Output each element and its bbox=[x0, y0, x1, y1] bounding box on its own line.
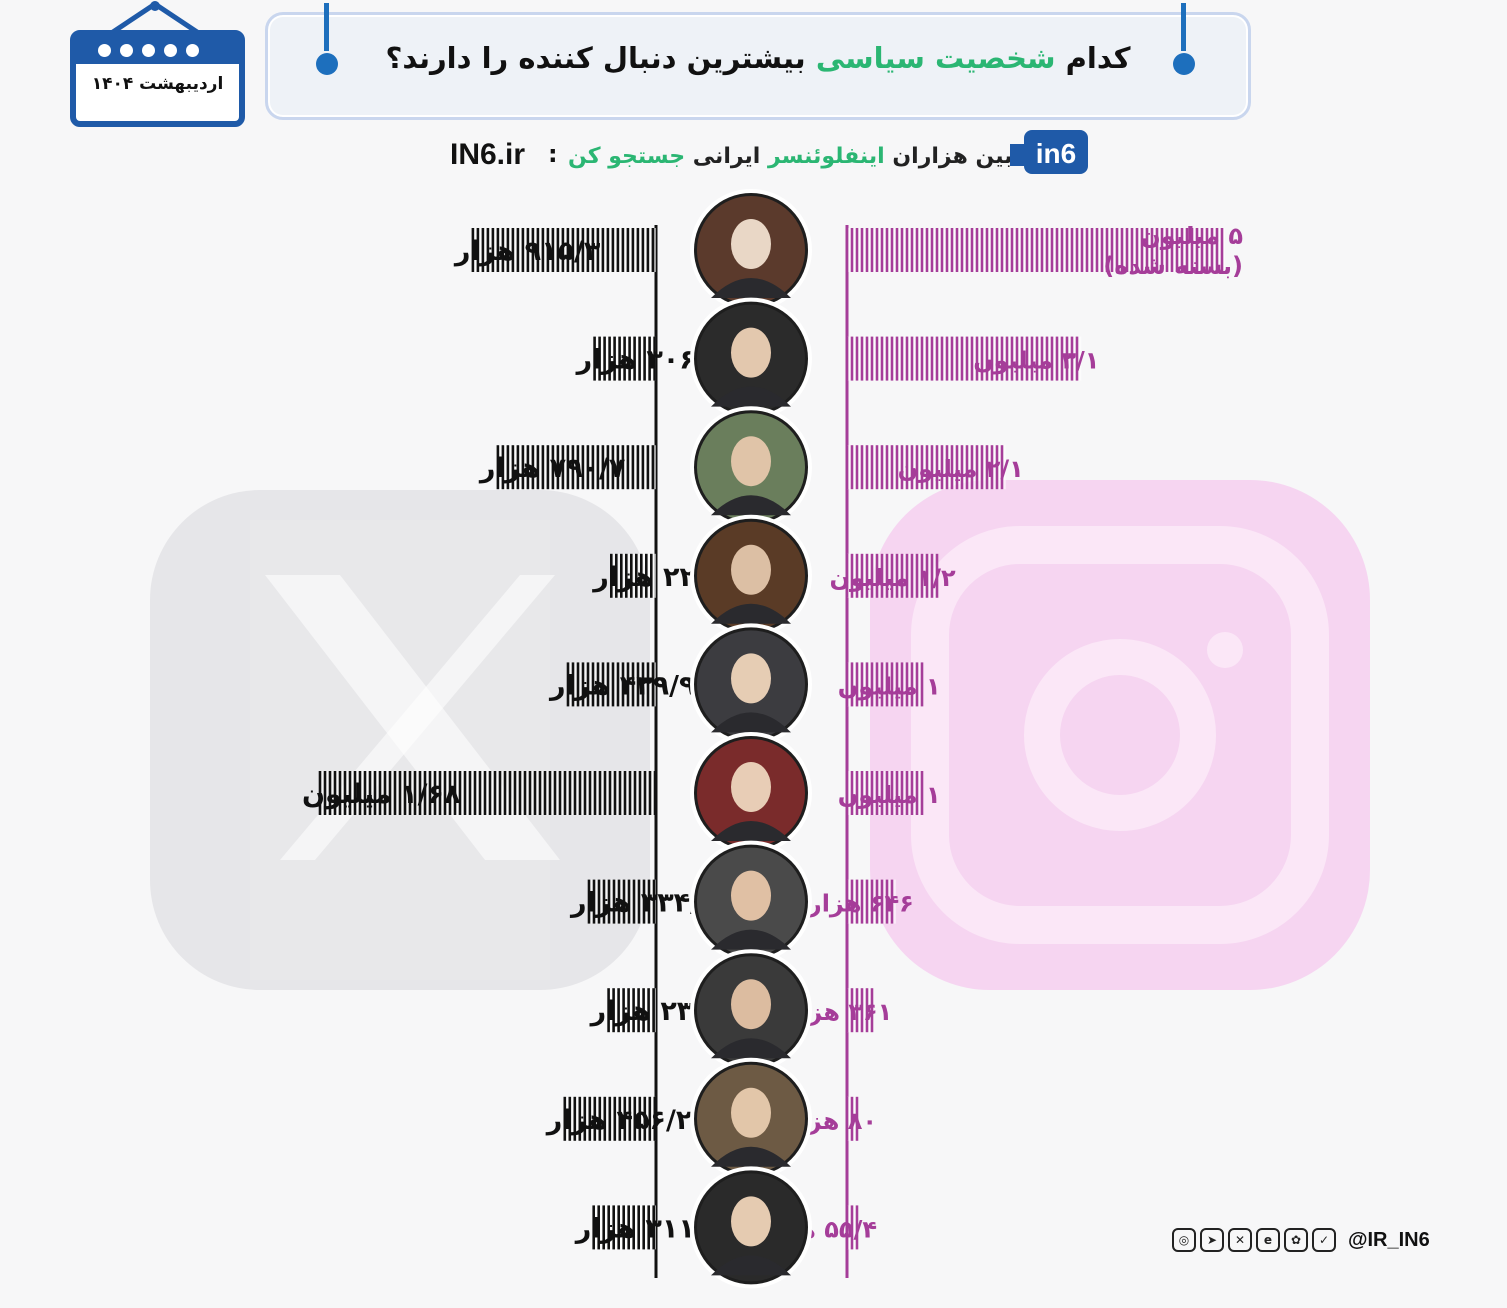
x-bar-7 bbox=[587, 879, 656, 924]
x-value-label-6: ۱/۶۸ میلیون bbox=[302, 779, 461, 810]
instagram-value-label-7: ۶۴۶ هزار bbox=[807, 890, 914, 918]
instagram-value-label-2: ۳/۱ میلیون bbox=[973, 347, 1099, 375]
instagram-bar-3 bbox=[845, 445, 1006, 490]
instagram-value-label-6: ۱ میلیون bbox=[838, 781, 941, 809]
portrait-1 bbox=[690, 189, 812, 311]
bale-icon[interactable]: ✿ bbox=[1284, 1228, 1308, 1252]
portrait-5 bbox=[690, 623, 812, 746]
instagram-bar-9 bbox=[845, 1096, 859, 1141]
portrait-8 bbox=[690, 949, 812, 1072]
portrait-4 bbox=[690, 514, 812, 637]
date-label: اردیبهشت ۱۴۰۴ bbox=[91, 74, 224, 94]
pin-stem-left bbox=[324, 3, 329, 51]
svg-text:in6: in6 bbox=[1036, 138, 1076, 169]
instagram-value-label-3: ۲/۱ میلیون bbox=[898, 455, 1024, 483]
x-value-label-1: ۹۱۵/۳ هزار bbox=[453, 236, 601, 267]
x-bar-8 bbox=[607, 988, 656, 1033]
portrait-3 bbox=[690, 406, 812, 529]
telegram-icon[interactable]: ➤ bbox=[1200, 1228, 1224, 1252]
instagram-value-label-1: ۵ میلیون bbox=[1140, 222, 1243, 250]
instagram-bar-2 bbox=[845, 336, 1082, 381]
x-bar-2 bbox=[593, 336, 656, 381]
x-value-label-9: ۴۵۶/۲ هزار bbox=[545, 1105, 693, 1136]
pin-right bbox=[1173, 53, 1195, 75]
subtitle: IN6.ir : بین هزاران اینفلوئنسر ایرانی جس… bbox=[440, 130, 1100, 182]
instagram-note-1: (بسته شده) bbox=[1103, 252, 1243, 280]
portrait-10 bbox=[690, 1166, 812, 1289]
x-bar-3 bbox=[496, 445, 656, 490]
x-bar-5 bbox=[566, 662, 656, 707]
calendar-badge: اردیبهشت ۱۴۰۴ bbox=[70, 30, 245, 127]
pin-left bbox=[316, 53, 338, 75]
eitaa-icon[interactable]: e bbox=[1256, 1228, 1280, 1252]
instagram-bar-5 bbox=[845, 662, 924, 707]
page-title: کدام شخصیت سیاسی بیشترین دنبال کننده را … bbox=[385, 41, 1131, 75]
title-panel: کدام شخصیت سیاسی بیشترین دنبال کننده را … bbox=[265, 3, 1251, 120]
x-bar-9 bbox=[563, 1096, 657, 1141]
instagram-value-label-5: ۱ میلیون bbox=[838, 672, 941, 700]
instagram-bar-8 bbox=[845, 988, 875, 1033]
subtitle-text: بین هزاران اینفلوئنسر ایرانی جستجو کن bbox=[568, 144, 1013, 169]
instagram-bar-1 bbox=[845, 228, 1225, 272]
x-bar-10 bbox=[592, 1205, 656, 1250]
x-bar-6 bbox=[318, 771, 657, 815]
x-value-label-3: ۷۹۰/۷ هزار bbox=[478, 453, 626, 484]
portrait-2 bbox=[690, 297, 812, 420]
pin-stem-right bbox=[1181, 3, 1186, 51]
portrait-6 bbox=[690, 732, 812, 854]
x-bar-4 bbox=[609, 553, 656, 598]
portrait-9 bbox=[690, 1057, 812, 1180]
calendar-hanger bbox=[108, 0, 202, 36]
social-links: ◎ ➤ ✕ e ✿ ✓ @IR_IN6 bbox=[1172, 1228, 1430, 1252]
rubika-icon[interactable]: ✓ bbox=[1312, 1228, 1336, 1252]
instagram-bar-10 bbox=[845, 1205, 859, 1250]
x-icon[interactable]: ✕ bbox=[1228, 1228, 1252, 1252]
site-name[interactable]: IN6.ir bbox=[450, 138, 526, 171]
portrait-7 bbox=[690, 840, 812, 963]
instagram-icon[interactable]: ◎ bbox=[1172, 1228, 1196, 1252]
instagram-bar-4 bbox=[845, 553, 939, 598]
instagram-bar-6 bbox=[845, 771, 924, 815]
x-value-label-5: ۴۳۹/۹ هزار bbox=[548, 670, 696, 701]
instagram-value-label-4: ۱/۲ میلیون bbox=[829, 564, 956, 592]
x-bar-1 bbox=[471, 228, 656, 272]
social-handle[interactable]: @IR_IN6 bbox=[1348, 1228, 1430, 1251]
in6-logo: in6 bbox=[1010, 130, 1088, 174]
instagram-bar-7 bbox=[845, 879, 896, 924]
